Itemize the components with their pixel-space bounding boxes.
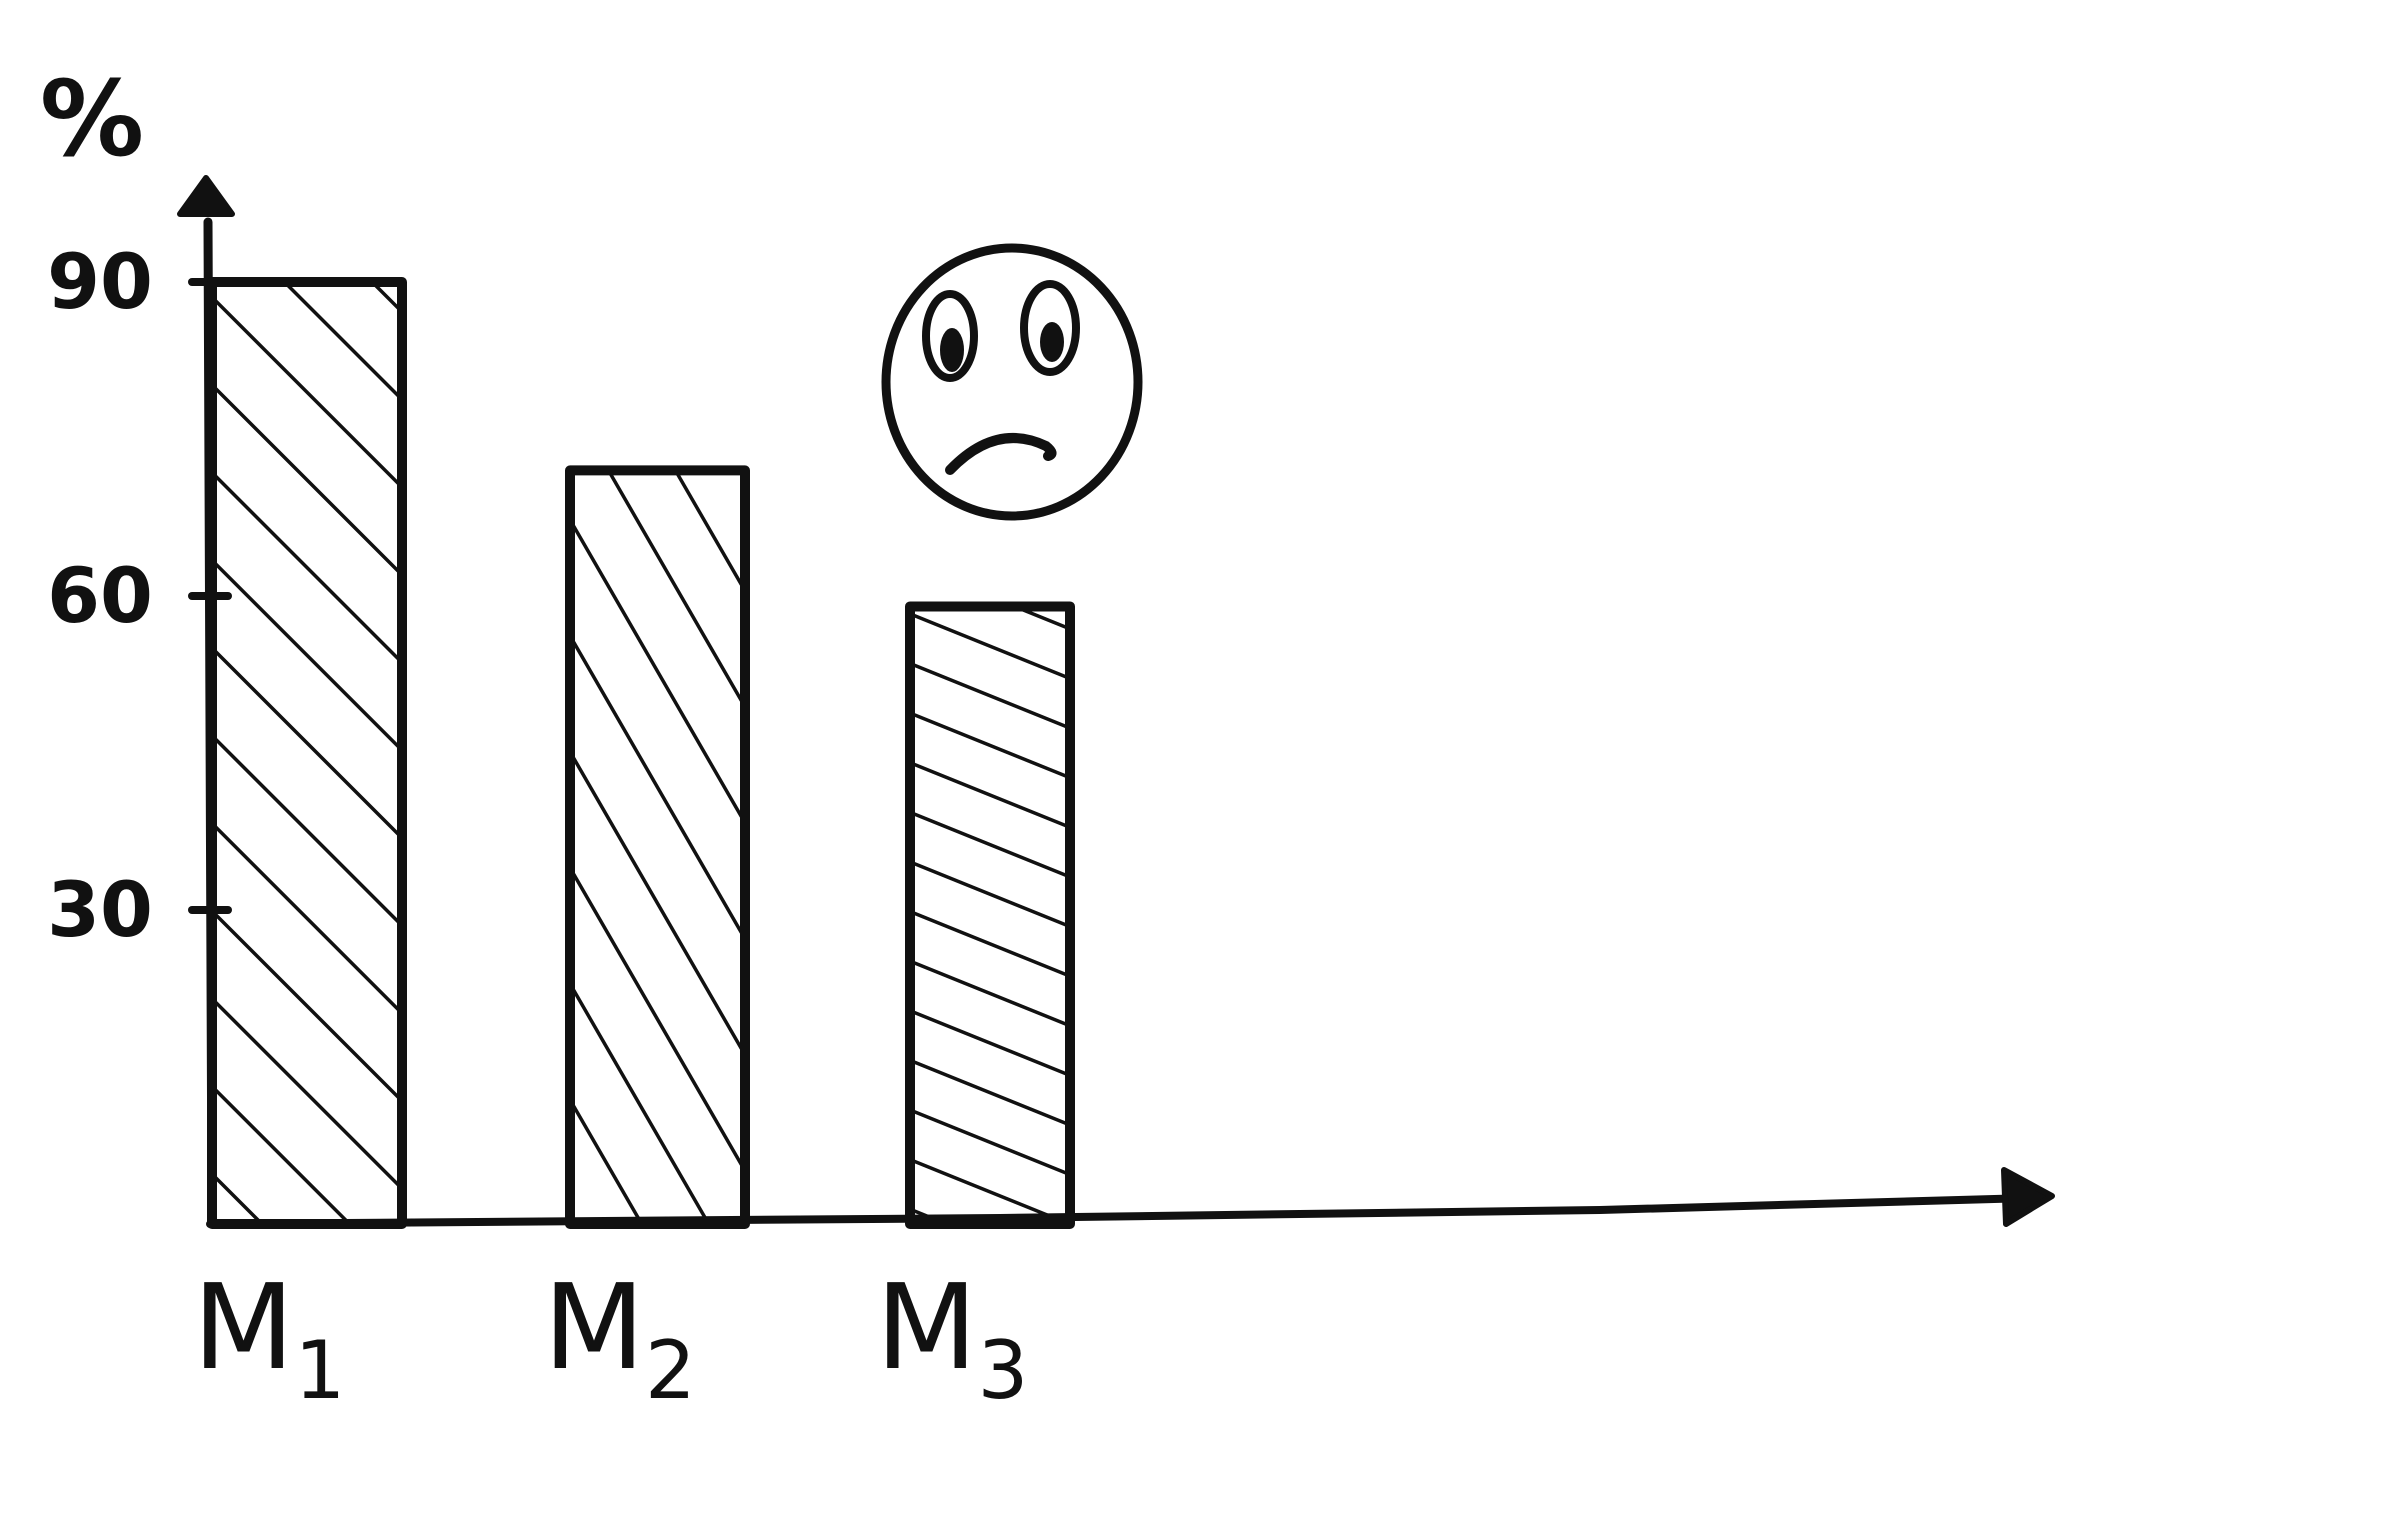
bars [207,277,1075,1229]
x-tick-label-subscript: 3 [977,1324,1028,1417]
x-tick-label-main: M [543,1258,645,1396]
x-tick-labels: M1 M2 M3 [193,1258,1029,1417]
bar [207,277,407,1229]
bar-group [207,277,407,1229]
bar-hatch-fill [910,606,1070,1224]
x-axis [206,1167,2055,1228]
sad-face-icon [881,243,1143,521]
bar-hatch-fill [570,470,745,1224]
bar [905,601,1075,1229]
bar-hatch-fill [212,282,402,1224]
x-tick-label-main: M [193,1258,295,1396]
x-tick-label-main: M [876,1258,978,1396]
bar-group [905,601,1075,1229]
y-tick-label: 90 [47,237,153,326]
x-axis-arrowhead [2001,1167,2055,1227]
frown-mouth [945,433,1057,475]
y-tick-label: 60 [47,551,153,640]
bar [565,465,750,1229]
x-tick-label-subscript: 2 [645,1324,696,1417]
x-tick-label: M2 [543,1258,696,1417]
y-ticks: 30 60 90 [47,237,232,954]
x-tick-label-subscript: 1 [294,1324,345,1417]
bar-group [565,465,750,1229]
y-axis-label: % [40,58,144,180]
right-eye [1020,280,1080,376]
x-tick-label: M1 [193,1258,346,1417]
x-tick-label: M3 [876,1258,1029,1417]
y-tick-label: 30 [47,865,153,954]
y-axis-arrowhead [177,175,235,217]
left-eye [922,290,978,382]
